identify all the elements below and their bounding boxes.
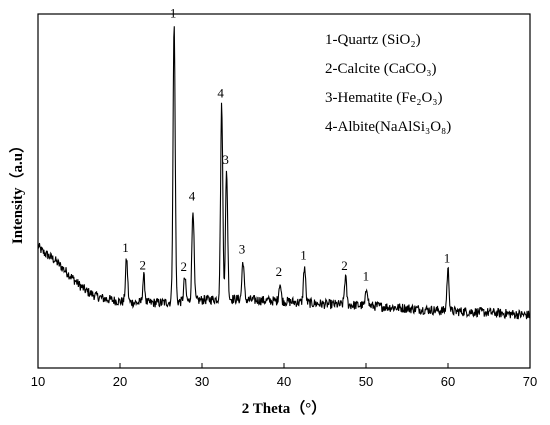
peak-label-7: 3 (239, 242, 246, 257)
peak-label-4: 4 (189, 189, 196, 204)
legend-entry-3: 3-Hematite (Fe₂O₃) (325, 90, 443, 106)
x-tick-label-60: 60 (441, 374, 455, 389)
x-tick-label-40: 40 (277, 374, 291, 389)
x-tick-label-30: 30 (195, 374, 209, 389)
peak-label-0: 1 (122, 240, 129, 255)
x-tick-label-10: 10 (31, 374, 45, 389)
x-tick-label-20: 20 (113, 374, 127, 389)
legend-entry-1: 1-Quartz (SiO₂) (325, 32, 421, 48)
peak-label-2: 1 (170, 5, 177, 20)
peak-label-12: 1 (444, 250, 451, 265)
legend-entry-2: 2-Calcite (CaCO₃) (325, 61, 436, 77)
x-axis-ticks (37, 363, 531, 368)
peak-label-3: 2 (181, 259, 188, 274)
legend-entry-4: 4-Albite(NaAlSi₃O₈) (325, 119, 451, 135)
x-axis-label: 2 Theta（°） (242, 399, 326, 417)
peak-label-6: 3 (222, 152, 229, 167)
x-axis-tick-labels: 10 20 30 40 50 60 70 (31, 374, 537, 389)
x-tick-label-70: 70 (523, 374, 537, 389)
legend: 1-Quartz (SiO₂) 2-Calcite (CaCO₃) 3-Hemati… (325, 32, 451, 135)
peak-label-11: 1 (363, 269, 370, 284)
peak-label-1: 2 (140, 257, 147, 272)
peak-label-5: 4 (217, 86, 224, 101)
peak-label-10: 2 (341, 258, 348, 273)
plot-frame (37, 13, 531, 369)
peak-label-8: 2 (276, 264, 283, 279)
y-axis-label: Intensity（a.u） (8, 138, 26, 244)
diffraction-pattern-line (37, 26, 531, 320)
peak-label-9: 1 (300, 248, 307, 263)
x-tick-label-50: 50 (359, 374, 373, 389)
